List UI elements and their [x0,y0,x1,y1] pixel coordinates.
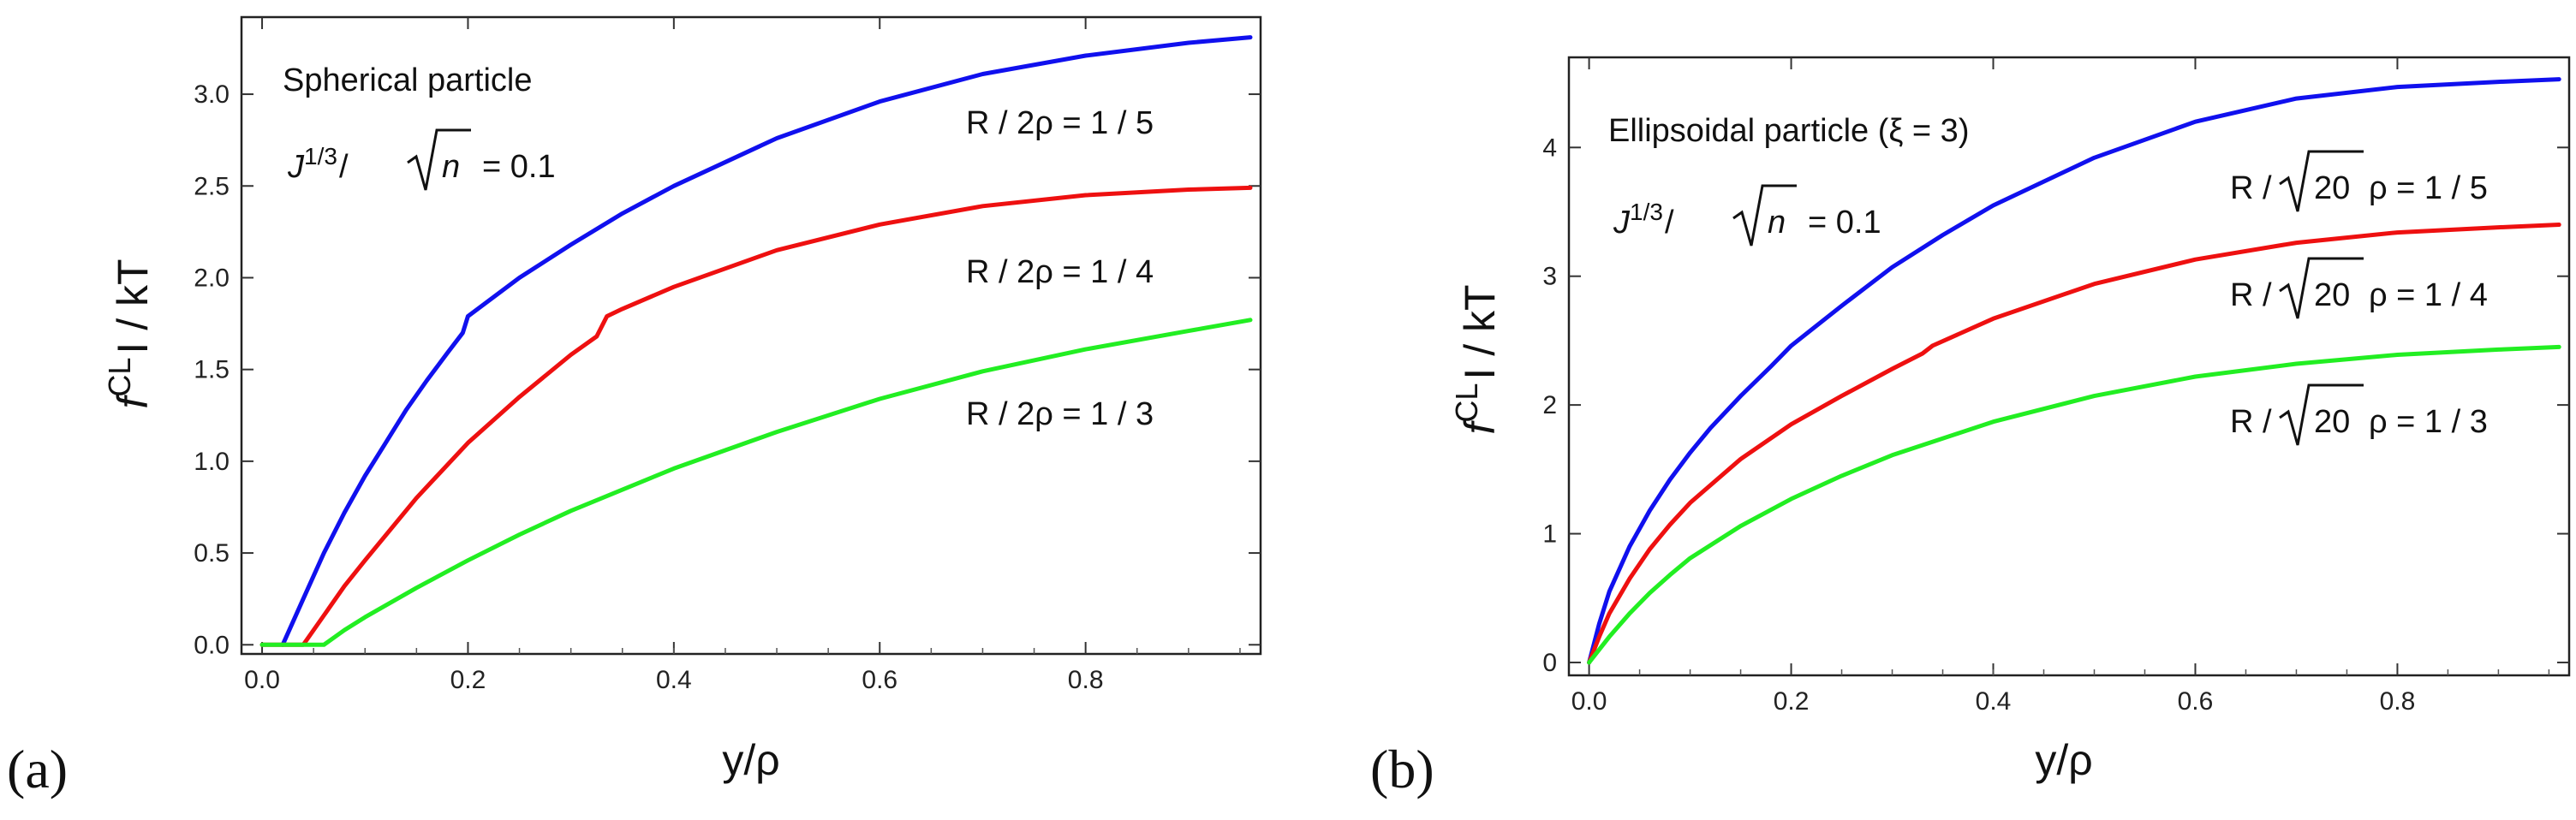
panel-b-curve-label-green-sqrt-icon [2279,383,2364,446]
panel-b-curve-label-red-prefix: R / [2230,277,2272,313]
panel-a-sqrt-sign-icon [407,128,471,191]
panel-b-curve-label-blue-sqrt-icon [2279,150,2364,212]
panel-b-ytick-label: 2 [1542,391,1557,419]
panel-b-ytick-label: 0 [1542,649,1557,677]
panel-b-parameter: J1/3/ n = 0.1 [1613,184,1881,247]
panel-b-curve-label-green-suffix: ρ = 1 / 3 [2369,404,2488,440]
panel-a-ylabel-rest: I / kT [109,258,157,354]
panel-a-chart: 0.0 0.2 0.4 0.6 0.80.00.51.01.52.02.53.0 fCL… [7,15,1262,799]
panel-b-param-j: J [1613,205,1631,241]
panel-b-series-red [1587,223,2561,665]
panel-a-ytick-label: 2.5 [194,172,230,200]
panel-a-param-j: J [287,149,305,185]
panel-b-ytick-label: 4 [1542,134,1557,162]
panel-a-label: (a) [7,739,68,799]
panel-a-xlabel: y/ρ [722,736,779,784]
panel-a-series-red [259,185,1253,647]
panel-a-series-blue [280,35,1253,647]
panel-b-curve-label-green: R / 20 ρ = 1 / 3 [2230,383,2488,446]
panel-b-xtick-label: 0.4 [1976,687,2012,716]
panel-a-xtick-label: 0.0 [244,666,280,694]
panel-b-xlabel: y/ρ [2035,736,2092,784]
panel-a-ytick-label: 0.0 [194,631,230,659]
panel-b-ytick-label: 1 [1542,520,1557,549]
panel-b-curve-label-blue-sqrt: 20 [2314,170,2350,206]
panel-b-xtick-label: 0.2 [1774,687,1810,716]
panel-a-xtick-label: 0.4 [656,666,692,694]
panel-a-xtick-label: 0.2 [450,666,486,694]
panel-b-curve-label-blue: R / 20 ρ = 1 / 5 [2230,150,2488,212]
panel-b-series-green [1587,344,2561,665]
panel-b-xtick-label: 0.8 [2380,687,2416,716]
panel-b-param-n: n [1768,205,1786,241]
panel-b-series-blue [1587,77,2561,665]
panel-a-param-slash: / [339,149,349,185]
panel-b-param-exp: 1/3 [1630,199,1663,225]
panel-b-xtick-label: 0.0 [1571,687,1607,716]
panel-a-param-value: = 0.1 [482,149,556,185]
panel-b-series [1587,77,2561,665]
panel-b-curve-label-red-sqrt: 20 [2314,277,2350,313]
panel-b-curve-label-green-sqrt: 20 [2314,404,2350,440]
panel-a-ytick-label: 2.0 [194,264,230,292]
panel-b-curve-label-blue-suffix: ρ = 1 / 5 [2369,170,2488,206]
panel-b-ticks: 0.0 0.2 0.4 0.6 0.8 0 1 2 3 4 [1542,57,2569,716]
panel-a-curve-label-green: R / 2ρ = 1 / 3 [966,396,1154,432]
panel-a-xtick-label: 0.8 [1068,666,1104,694]
panel-a-plot-frame [240,15,1262,656]
panel-a-ytick-label: 1.0 [194,448,230,476]
panel-b-sqrt-sign-icon [1732,184,1797,247]
panel-a-param-n: n [442,149,460,185]
panel-b-plot-frame [1567,56,2571,677]
panel-a-param-j-group: J1/3/ [287,143,349,186]
panel-b-curve-label-red-suffix: ρ = 1 / 4 [2369,277,2488,313]
panel-b-label: (b) [1370,739,1434,799]
panel-a-param-exp: 1/3 [304,143,337,169]
panel-b-xtick-label: 0.6 [2178,687,2214,716]
panel-a-parameter: J1/3/ n = 0.1 [287,128,556,191]
panel-b-ylabel-rest: I / kT [1456,284,1504,379]
panel-a-ytick-label: 0.5 [194,539,230,567]
panel-a-curve-label-red: R / 2ρ = 1 / 4 [966,254,1154,290]
panel-a-ylabel-sup: CL [102,358,137,397]
panel-b-curve-label-red-sqrt-icon [2279,257,2364,319]
panel-b-curve-label-red: R / 20 ρ = 1 / 4 [2230,257,2488,319]
panel-a-series [259,35,1253,647]
panel-a-ticks: 0.0 0.2 0.4 0.6 0.8 0.0 0.5 1.0 1.5 2.0 2.5 3.0 [194,17,1261,694]
panel-b-param-slash: / [1665,205,1674,241]
panel-b-curve-label-blue-prefix: R / [2230,170,2272,206]
panel-a-ytick-label: 3.0 [194,80,230,109]
panel-a-xtick-label: 0.6 [862,666,897,694]
panel-b-chart: 0.0 0.2 0.4 0.6 0.8 0 1 2 3 4 fCLI / kT y/ρ (b) E… [1370,56,2571,799]
panel-b-param-j-group: J1/3/ [1613,199,1674,241]
panel-a-ylabel: fCLI / kT [102,258,158,408]
panel-b-ylabel-sup: CL [1449,383,1484,423]
panel-b-ytick-label: 3 [1542,263,1557,291]
panel-a-curve-label-blue: R / 2ρ = 1 / 5 [966,105,1154,141]
panel-a-series-green [259,318,1253,647]
panel-b-curve-label-green-prefix: R / [2230,404,2272,440]
panel-b-title: Ellipsoidal particle (ξ = 3) [1608,113,1969,149]
panel-b-ylabel: fCLI / kT [1449,284,1505,434]
panel-a-ytick-label: 1.5 [194,356,230,384]
panel-a-title: Spherical particle [283,62,532,98]
panel-b-param-value: = 0.1 [1808,205,1881,241]
